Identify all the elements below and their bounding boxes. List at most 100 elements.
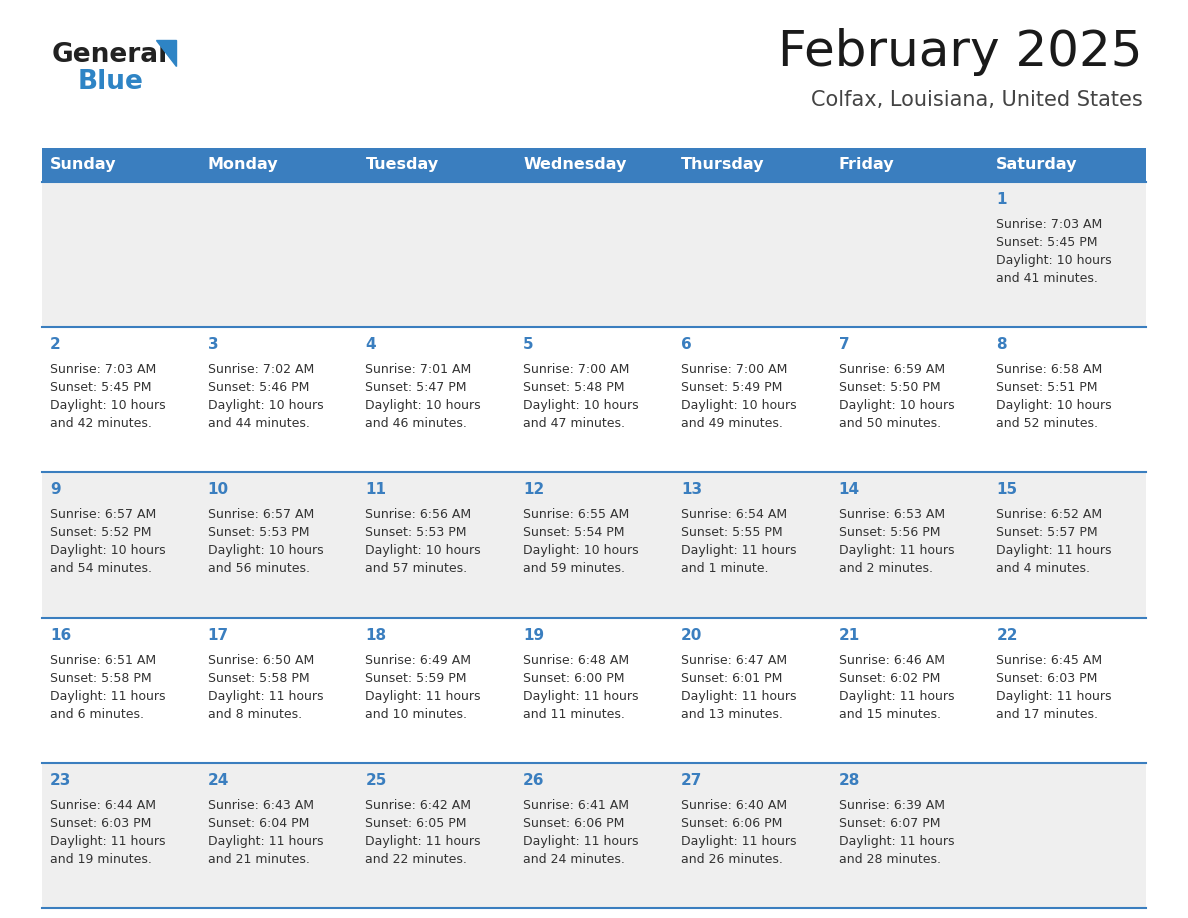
Text: and 52 minutes.: and 52 minutes. [997,417,1098,431]
Text: Sunrise: 6:56 AM: Sunrise: 6:56 AM [366,509,472,521]
Text: Sunset: 6:05 PM: Sunset: 6:05 PM [366,817,467,830]
Text: and 11 minutes.: and 11 minutes. [523,708,625,721]
Text: 4: 4 [366,337,377,353]
Text: Sunrise: 7:00 AM: Sunrise: 7:00 AM [681,364,788,376]
Text: Daylight: 11 hours: Daylight: 11 hours [997,689,1112,702]
Text: 18: 18 [366,628,386,643]
Text: Daylight: 10 hours: Daylight: 10 hours [997,254,1112,267]
Text: Blue: Blue [78,69,144,95]
Text: Sunset: 6:07 PM: Sunset: 6:07 PM [839,817,940,830]
Text: Sunset: 5:57 PM: Sunset: 5:57 PM [997,526,1098,540]
Text: 8: 8 [997,337,1007,353]
Text: and 22 minutes.: and 22 minutes. [366,853,467,866]
Text: Daylight: 10 hours: Daylight: 10 hours [681,399,796,412]
Text: General: General [52,42,169,68]
Text: and 46 minutes.: and 46 minutes. [366,417,467,431]
Text: Sunset: 5:53 PM: Sunset: 5:53 PM [208,526,309,540]
Text: 5: 5 [523,337,533,353]
Text: Sunset: 5:55 PM: Sunset: 5:55 PM [681,526,783,540]
Text: 24: 24 [208,773,229,788]
Text: Daylight: 11 hours: Daylight: 11 hours [839,689,954,702]
Text: Sunset: 6:06 PM: Sunset: 6:06 PM [681,817,782,830]
Text: and 6 minutes.: and 6 minutes. [50,708,144,721]
Text: Sunrise: 6:41 AM: Sunrise: 6:41 AM [523,799,630,812]
Text: and 49 minutes.: and 49 minutes. [681,417,783,431]
Text: Sunrise: 6:58 AM: Sunrise: 6:58 AM [997,364,1102,376]
Text: Sunset: 6:06 PM: Sunset: 6:06 PM [523,817,625,830]
Text: 19: 19 [523,628,544,643]
Polygon shape [156,40,176,66]
Text: Sunrise: 6:49 AM: Sunrise: 6:49 AM [366,654,472,666]
Text: and 28 minutes.: and 28 minutes. [839,853,941,866]
Text: Sunset: 5:56 PM: Sunset: 5:56 PM [839,526,940,540]
Text: Sunrise: 6:40 AM: Sunrise: 6:40 AM [681,799,786,812]
Text: Daylight: 11 hours: Daylight: 11 hours [50,834,165,848]
Text: and 4 minutes.: and 4 minutes. [997,563,1091,576]
Text: Sunset: 6:01 PM: Sunset: 6:01 PM [681,672,782,685]
Text: and 8 minutes.: and 8 minutes. [208,708,302,721]
Text: Sunset: 5:58 PM: Sunset: 5:58 PM [208,672,309,685]
Text: 12: 12 [523,482,544,498]
Text: Friday: Friday [839,158,895,173]
Text: Sunrise: 6:48 AM: Sunrise: 6:48 AM [523,654,630,666]
Text: and 26 minutes.: and 26 minutes. [681,853,783,866]
Text: Daylight: 11 hours: Daylight: 11 hours [839,544,954,557]
Text: and 59 minutes.: and 59 minutes. [523,563,625,576]
Bar [42,327,1146,473]
Text: and 13 minutes.: and 13 minutes. [681,708,783,721]
Text: Daylight: 11 hours: Daylight: 11 hours [681,689,796,702]
Text: Sunrise: 6:53 AM: Sunrise: 6:53 AM [839,509,944,521]
Text: Daylight: 10 hours: Daylight: 10 hours [523,544,639,557]
Text: 25: 25 [366,773,387,788]
Text: Daylight: 10 hours: Daylight: 10 hours [839,399,954,412]
Text: Daylight: 11 hours: Daylight: 11 hours [208,689,323,702]
Text: Sunrise: 7:02 AM: Sunrise: 7:02 AM [208,364,314,376]
Text: Sunrise: 6:46 AM: Sunrise: 6:46 AM [839,654,944,666]
Text: February 2025: February 2025 [778,28,1143,76]
Text: Daylight: 11 hours: Daylight: 11 hours [366,834,481,848]
Text: Monday: Monday [208,158,278,173]
Text: Sunset: 5:54 PM: Sunset: 5:54 PM [523,526,625,540]
Text: 27: 27 [681,773,702,788]
Text: Sunrise: 7:00 AM: Sunrise: 7:00 AM [523,364,630,376]
Text: Tuesday: Tuesday [366,158,438,173]
Text: Sunset: 5:45 PM: Sunset: 5:45 PM [997,236,1098,249]
Text: Thursday: Thursday [681,158,764,173]
Text: and 19 minutes.: and 19 minutes. [50,853,152,866]
Text: Daylight: 10 hours: Daylight: 10 hours [208,544,323,557]
Bar [42,148,1146,182]
Text: 9: 9 [50,482,61,498]
Text: Colfax, Louisiana, United States: Colfax, Louisiana, United States [811,90,1143,110]
Text: Sunrise: 6:43 AM: Sunrise: 6:43 AM [208,799,314,812]
Text: Daylight: 11 hours: Daylight: 11 hours [839,834,954,848]
Text: Sunset: 5:46 PM: Sunset: 5:46 PM [208,381,309,394]
Bar [42,182,1146,327]
Text: 26: 26 [523,773,544,788]
Text: and 54 minutes.: and 54 minutes. [50,563,152,576]
Text: and 10 minutes.: and 10 minutes. [366,708,467,721]
Text: Sunset: 5:52 PM: Sunset: 5:52 PM [50,526,152,540]
Text: Sunday: Sunday [50,158,116,173]
Text: 11: 11 [366,482,386,498]
Text: Daylight: 10 hours: Daylight: 10 hours [366,399,481,412]
Text: Sunset: 5:48 PM: Sunset: 5:48 PM [523,381,625,394]
Text: Sunrise: 6:45 AM: Sunrise: 6:45 AM [997,654,1102,666]
Text: 21: 21 [839,628,860,643]
Text: and 1 minute.: and 1 minute. [681,563,769,576]
Text: Daylight: 10 hours: Daylight: 10 hours [997,399,1112,412]
Text: Sunset: 5:50 PM: Sunset: 5:50 PM [839,381,940,394]
Text: 22: 22 [997,628,1018,643]
Text: 28: 28 [839,773,860,788]
Text: 10: 10 [208,482,229,498]
Text: Sunset: 6:04 PM: Sunset: 6:04 PM [208,817,309,830]
Text: 20: 20 [681,628,702,643]
Text: 17: 17 [208,628,229,643]
Text: Sunrise: 6:50 AM: Sunrise: 6:50 AM [208,654,314,666]
Text: Daylight: 10 hours: Daylight: 10 hours [208,399,323,412]
Text: Sunset: 6:03 PM: Sunset: 6:03 PM [997,672,1098,685]
Text: 23: 23 [50,773,71,788]
Text: and 50 minutes.: and 50 minutes. [839,417,941,431]
Text: and 56 minutes.: and 56 minutes. [208,563,310,576]
Bar [42,473,1146,618]
Text: Sunrise: 7:03 AM: Sunrise: 7:03 AM [997,218,1102,231]
